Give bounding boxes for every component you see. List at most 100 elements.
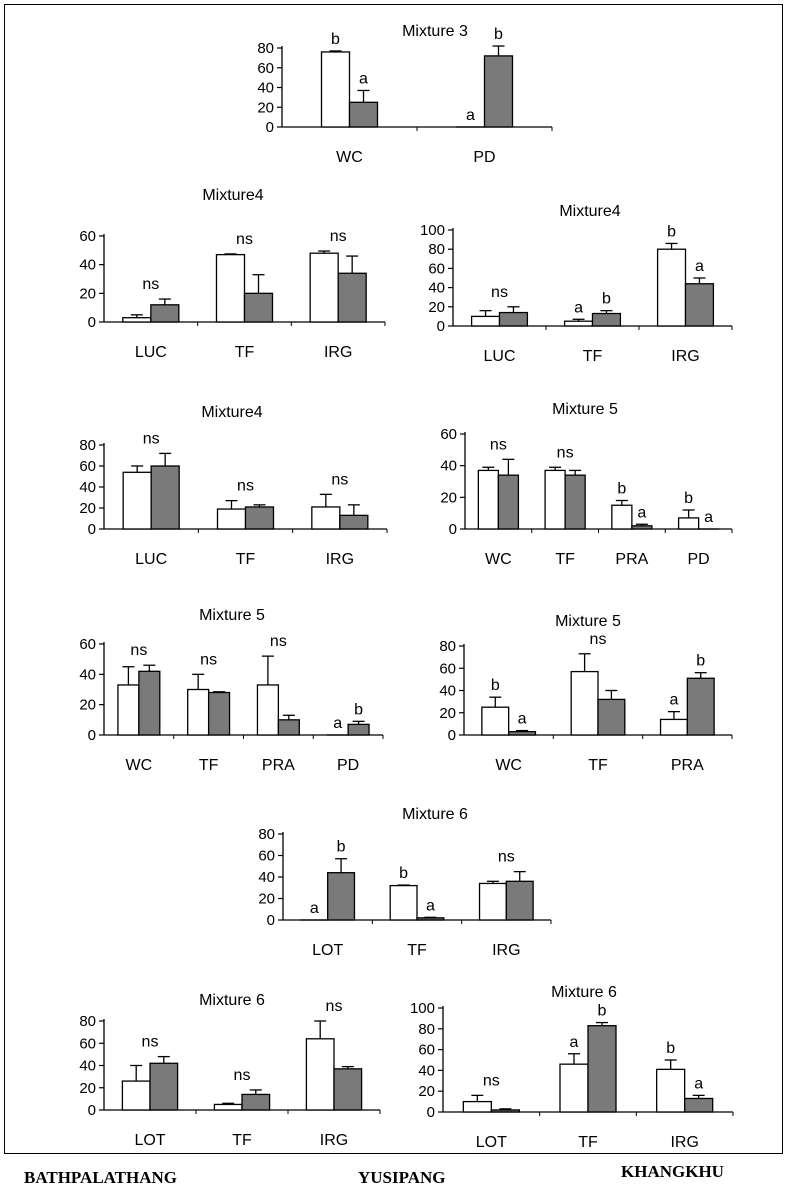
y-tick-label: 60 [418, 1042, 435, 1059]
significance-label: b [602, 291, 611, 308]
bar-filled [150, 304, 180, 323]
x-tick-label: IRG [320, 1132, 348, 1149]
bar-open [122, 317, 152, 323]
y-tick-label: 0 [88, 1102, 96, 1119]
bar-filled [587, 1025, 617, 1113]
chart-title: Mixture 6 [551, 984, 617, 1001]
bar-open [187, 688, 210, 736]
chart-title: Mixture 3 [402, 23, 468, 40]
y-tick-label: 60 [79, 1035, 96, 1052]
x-tick-label: PRA [671, 757, 704, 774]
x-tick-label: TF [588, 757, 608, 774]
chart-title: Mixture 5 [199, 607, 265, 624]
significance-label: a [426, 897, 435, 914]
x-tick-label: PD [473, 149, 495, 166]
y-tick-label: 40 [79, 479, 96, 496]
x-tick-label: LUC [135, 551, 167, 568]
y-tick-label: 0 [88, 727, 96, 744]
bar-filled [333, 1068, 363, 1111]
bar-filled [241, 1093, 271, 1111]
y-tick-label: 40 [440, 458, 457, 475]
x-tick-label: IRG [670, 1134, 698, 1151]
y-tick-label: 60 [79, 228, 96, 245]
bar-open [611, 504, 633, 530]
figure-frame [4, 4, 783, 1154]
significance-label: b [494, 26, 503, 43]
significance-label: a [694, 1075, 703, 1092]
chart-title: Mixture 5 [552, 401, 618, 418]
bar-open [122, 471, 152, 530]
bar-filled [244, 506, 275, 530]
y-tick-label: 0 [88, 314, 96, 331]
y-tick-label: 60 [440, 426, 457, 443]
site-label-bathpalathang: BATHPALATHANG [24, 1168, 178, 1187]
x-tick-label: PRA [262, 757, 295, 774]
y-tick-label: 60 [439, 660, 456, 677]
y-tick-label: 80 [79, 437, 96, 454]
y-tick-label: 0 [427, 1104, 435, 1121]
chart-title: Mixture 6 [199, 992, 265, 1009]
y-tick-label: 0 [267, 912, 275, 929]
chart-panel: Mixture 6 0 20 40 60 80 100 LOT ns TF a b IRG b a [410, 984, 734, 1151]
bar-filled [150, 465, 180, 530]
significance-label: a [518, 711, 527, 728]
bar-filled [348, 101, 379, 128]
chart-panel: Mixture 6 0 20 40 60 80 LOT ns TF ns IRG ns [79, 992, 381, 1149]
x-tick-label: TF [235, 344, 255, 361]
charts-canvas: Mixture 3 0 20 40 60 80 WC b a PD a b Mixture4 0 20 40 6… [79, 23, 734, 1151]
y-tick-label: 40 [428, 280, 445, 297]
x-tick-label: LUC [135, 344, 167, 361]
significance-label: ns [142, 276, 159, 293]
y-tick-label: 20 [418, 1083, 435, 1100]
significance-label: ns [557, 444, 574, 461]
significance-label: ns [498, 849, 515, 866]
y-tick-label: 40 [258, 869, 275, 886]
bar-open [256, 684, 280, 736]
significance-label: b [617, 481, 626, 498]
x-tick-label: TF [407, 942, 427, 959]
significance-label: a [669, 692, 678, 709]
bar-open [121, 1080, 151, 1111]
significance-label: b [354, 701, 363, 718]
y-tick-label: 0 [266, 119, 274, 136]
significance-label: b [696, 653, 705, 670]
y-tick-label: 20 [257, 99, 274, 116]
y-tick-label: 20 [258, 891, 275, 908]
bar-filled [684, 1097, 714, 1113]
bar-open [570, 670, 599, 736]
bar-open [462, 1100, 492, 1113]
x-tick-label: TF [555, 551, 575, 568]
significance-label: b [491, 677, 500, 694]
bar-open [656, 1068, 686, 1113]
x-tick-label: WC [336, 149, 363, 166]
chart-title: Mixture4 [202, 187, 263, 204]
y-tick-label: 40 [257, 80, 274, 97]
significance-label: b [337, 839, 346, 856]
x-tick-label: TF [232, 1132, 252, 1149]
y-tick-label: 60 [79, 458, 96, 475]
chart-panel: Mixture 6 0 20 40 60 80 LOT a b TF b a IRG ns [258, 806, 552, 959]
x-tick-label: PD [337, 757, 359, 774]
significance-label: ns [330, 228, 347, 245]
significance-label: ns [270, 633, 287, 650]
site-label-khangkhu: KHANGKHU [621, 1162, 724, 1181]
bar-open [677, 517, 700, 530]
y-tick-label: 60 [79, 636, 96, 653]
bar-open [481, 706, 510, 736]
bar-filled [591, 312, 622, 327]
bar-open [117, 684, 140, 736]
y-tick-label: 20 [440, 489, 457, 506]
bar-open [470, 315, 501, 327]
significance-label: a [359, 70, 368, 87]
bar-open [216, 508, 247, 530]
bar-filled [416, 917, 445, 921]
significance-label: ns [234, 1067, 251, 1084]
bar-filled [684, 283, 715, 327]
significance-label: a [570, 1034, 579, 1051]
bar-filled [337, 272, 367, 323]
y-tick-label: 80 [439, 638, 456, 655]
y-tick-label: 60 [428, 260, 445, 277]
chart-panel: Mixture4 0 20 40 60 80 LUC ns TF ns IRG ns [79, 404, 388, 568]
bar-filled [564, 474, 586, 530]
